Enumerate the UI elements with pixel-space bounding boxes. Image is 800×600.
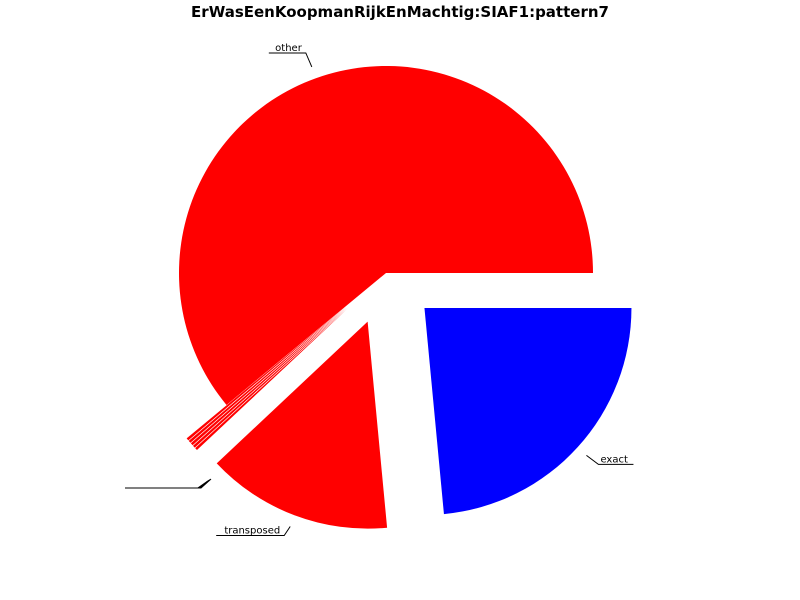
pie-slices [178,65,632,529]
chart-title: ErWasEenKoopmanRijkEnMachtig:SIAF1:patte… [191,3,609,21]
leader-line-minor [125,478,212,489]
pie-slice-minor-5 [188,306,347,443]
pie-slice-minor-4 [190,307,347,446]
pie-slice-other [178,65,593,405]
slice-label-exact: exact [600,454,628,465]
leader-line-exact [586,454,634,465]
pie-slice-minor-6 [186,306,347,441]
pie-slice-minor-2 [195,308,348,451]
leader-line-other [268,52,313,68]
pie-labels: exact transposed other [125,43,634,537]
pie-slice-minor-3 [193,307,348,448]
pie-slice-transposed [216,321,388,529]
pie-slice-exact [424,307,632,515]
slice-label-other: other [275,43,303,54]
slice-label-transposed: transposed [224,526,280,537]
leader-line-minor [125,480,209,489]
leader-line-minor [125,479,210,489]
leader-line-transposed [216,526,291,537]
leader-line-minor [125,479,211,489]
leader-line-minor [125,480,209,489]
